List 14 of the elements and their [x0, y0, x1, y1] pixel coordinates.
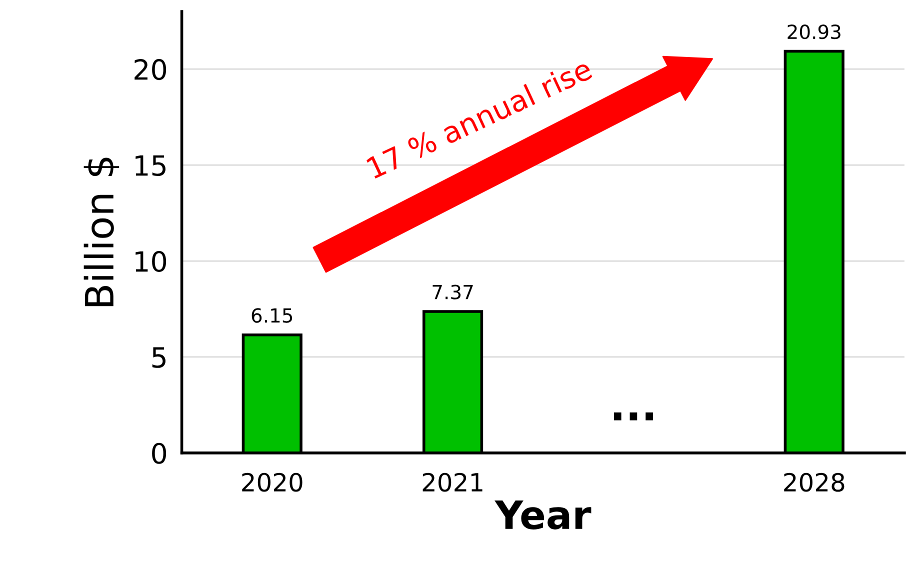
data-label: 20.93 — [788, 24, 840, 40]
y-tick-label: 0 — [152, 442, 166, 464]
y-tick-label: 15 — [136, 155, 166, 176]
y-tick-label: 20 — [134, 59, 166, 80]
data-label: 6.15 — [252, 308, 292, 323]
x-tick-label: 2020 — [242, 472, 302, 492]
y-tick-label: 5 — [152, 347, 166, 368]
x-tick-label: 2028 — [784, 472, 844, 492]
data-label: 7.37 — [432, 284, 473, 300]
y-axis-title: Billion $ — [84, 158, 120, 306]
annotation: ... — [614, 412, 653, 420]
x-tick-label: 2021 — [422, 472, 482, 492]
x-axis-title: Year — [494, 500, 592, 530]
y-tick-label: 10 — [136, 250, 166, 272]
